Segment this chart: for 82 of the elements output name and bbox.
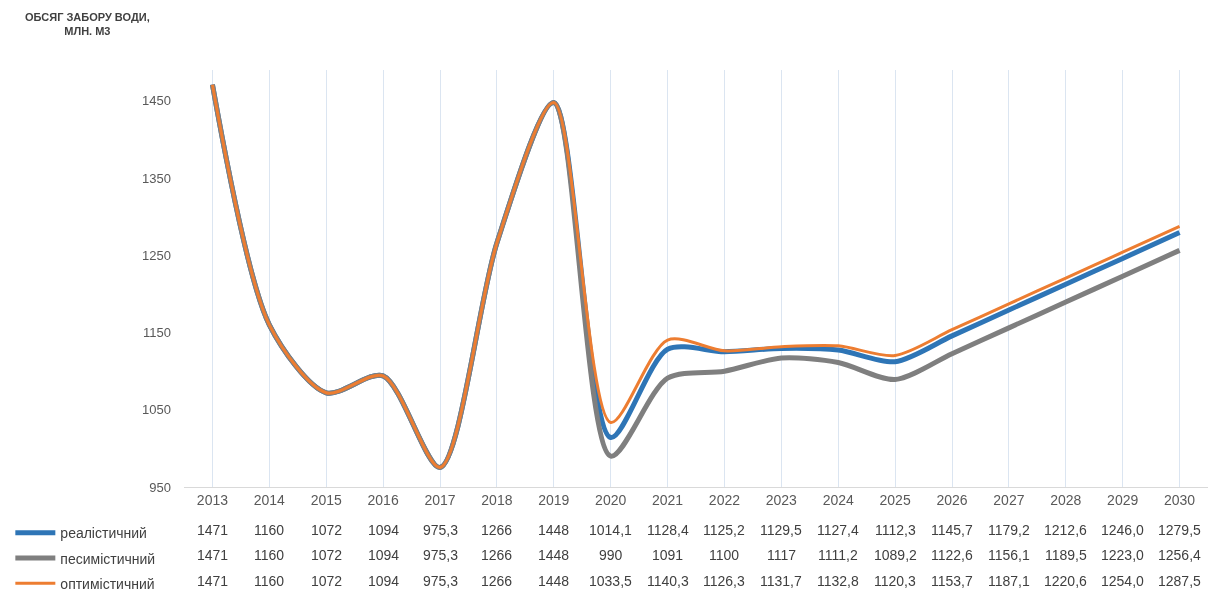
x-tick-label: 2024 [822,491,854,508]
data-label: 1145,7 [931,522,973,538]
data-label: 1126,3 [703,573,745,589]
data-label: 990 [599,547,623,563]
data-label: 1160 [254,573,285,589]
y-tick-label: 1450 [142,93,171,109]
data-label: 1131,7 [760,573,802,589]
x-tick-label: 2026 [936,491,968,508]
data-label: 1448 [538,573,570,589]
x-tick-label: 2015 [310,491,342,508]
x-tick-label: 2019 [538,491,570,508]
data-label: 1072 [311,573,343,589]
data-label: 1100 [709,547,740,563]
data-label: 1246,0 [1101,522,1145,538]
data-label: 1140,3 [647,573,689,589]
data-label: 1279,5 [1158,522,1202,538]
data-label: 1212,6 [1044,522,1088,538]
data-label: 1160 [254,547,285,563]
data-label: 975,3 [423,522,459,538]
data-label: 1014,1 [589,522,633,538]
legend-label: песимістичний [60,550,156,567]
data-label: 1266 [481,547,513,563]
x-tick-label: 2030 [1163,491,1196,508]
data-label: 1254,0 [1101,573,1145,589]
x-tick-label: 2025 [879,491,911,508]
data-label: 975,3 [423,547,459,563]
data-label: 1256,4 [1158,547,1202,563]
data-label: 1187,1 [988,573,1030,589]
data-label: 1033,5 [589,573,633,589]
y-tick-label: 950 [149,479,171,495]
data-label: 1189,5 [1045,547,1087,563]
y-axis-title: ОБСЯГ ЗАБОРУ ВОДИ, МЛН. М3 [25,11,150,38]
data-label: 1132,8 [817,573,859,589]
data-label: 1223,0 [1101,547,1145,563]
data-label: 1127,4 [817,522,859,538]
data-label: 1471 [197,547,229,563]
data-label: 1094 [368,522,400,538]
data-label: 1156,1 [988,547,1030,563]
data-label: 1128,4 [647,522,689,538]
x-tick-label: 2027 [993,491,1025,508]
data-label: 1448 [538,547,570,563]
data-label: 1117 [767,547,797,563]
data-label: 1122,6 [931,547,973,563]
data-label: 1160 [254,522,285,538]
x-tick-label: 2023 [765,491,798,508]
data-label: 1220,6 [1044,573,1088,589]
x-tick-label: 2017 [424,491,456,508]
x-tick-label: 2016 [367,491,399,508]
data-label: 1287,5 [1158,573,1202,589]
x-tick-label: 2022 [708,491,741,508]
y-tick-label: 1050 [142,402,171,418]
data-label: 1471 [197,522,229,538]
data-label: 1471 [197,573,229,589]
data-label: 1094 [368,573,400,589]
x-tick-label: 2028 [1050,491,1082,508]
y-tick-label: 1150 [143,325,171,341]
data-label: 1072 [311,522,343,538]
x-tick-label: 2013 [196,491,229,508]
data-label: 1125,2 [703,522,745,538]
data-label: 1120,3 [874,573,916,589]
data-label: 1089,2 [874,547,918,563]
x-tick-label: 2021 [651,491,684,508]
data-label: 1091 [652,547,684,563]
data-label: 975,3 [423,573,459,589]
data-label: 1129,5 [760,522,802,538]
data-label: 1179,2 [988,522,1030,538]
y-tick-label: 1250 [142,247,171,263]
x-tick-label: 2029 [1107,491,1139,508]
data-label: 1448 [538,522,570,538]
data-label: 1111,2 [818,547,858,563]
legend-label: оптимістичний [60,575,155,592]
data-label: 1072 [311,547,343,563]
x-tick-label: 2014 [253,491,286,508]
data-label: 1266 [481,522,513,538]
x-tick-label: 2018 [481,491,513,508]
data-label: 1153,7 [931,573,973,589]
data-label: 1094 [368,547,400,563]
data-label: 1112,3 [875,522,916,538]
legend-label: реалістичний [60,525,147,542]
data-label: 1266 [481,573,513,589]
y-tick-label: 1350 [142,170,171,186]
x-tick-label: 2020 [595,491,627,508]
